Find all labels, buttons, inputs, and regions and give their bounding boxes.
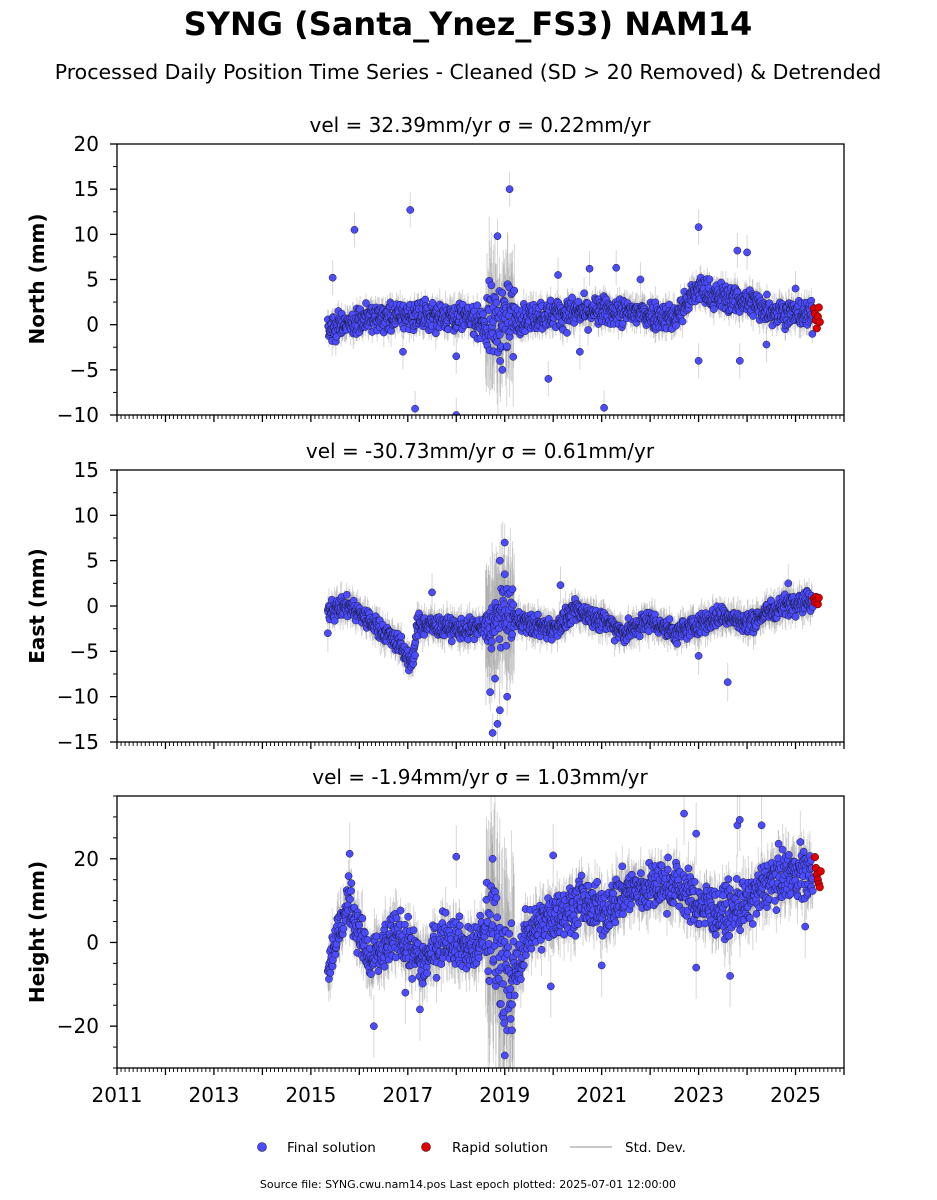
- north-panel-title: vel = 32.39mm/yr σ = 0.22mm/yr: [310, 113, 652, 137]
- final-point: [509, 600, 518, 609]
- final-point: [431, 329, 440, 338]
- final-point: [791, 284, 800, 293]
- ytick-label: 15: [74, 177, 99, 201]
- final-point: [554, 271, 562, 279]
- final-point: [487, 281, 496, 290]
- final-point: [534, 610, 542, 619]
- final-point: [612, 263, 621, 272]
- ytick-label: 15: [74, 458, 99, 482]
- final-point: [447, 637, 456, 646]
- final-point: [498, 289, 507, 297]
- final-point: [362, 299, 370, 307]
- final-point: [406, 206, 415, 214]
- final-point: [574, 297, 583, 306]
- final-point: [492, 298, 501, 307]
- final-point: [328, 273, 337, 282]
- final-point: [808, 330, 817, 338]
- final-point: [498, 365, 507, 374]
- chart-title: SYNG (Santa_Ynez_FS3) NAM14: [184, 5, 752, 43]
- north-ylabel: North (mm): [25, 213, 49, 344]
- final-point: [762, 340, 771, 349]
- ytick-label: 0: [86, 313, 99, 337]
- final-point: [411, 651, 419, 660]
- final-point: [493, 232, 502, 240]
- ytick-label: 20: [74, 132, 99, 156]
- final-point: [735, 356, 744, 365]
- final-point: [428, 298, 437, 307]
- final-points: [323, 538, 823, 737]
- final-point: [397, 632, 406, 641]
- final-point: [411, 404, 419, 413]
- ytick-label: 5: [86, 549, 99, 573]
- final-point: [678, 317, 687, 326]
- final-point: [421, 295, 430, 304]
- east-ytick-labels: −15 −10 −5 0 5 10 15: [57, 458, 99, 754]
- rapid-point: [814, 303, 823, 312]
- final-point: [502, 641, 511, 650]
- final-point: [350, 225, 359, 234]
- final-point: [508, 630, 516, 639]
- final-point: [710, 305, 718, 313]
- east-panel-title: vel = -30.73mm/yr σ = 0.61mm/yr: [306, 439, 655, 463]
- north-ytick-labels: −10 −5 0 5 10 15 20: [57, 132, 99, 427]
- final-point: [584, 326, 592, 334]
- final-point: [473, 301, 482, 310]
- chart-subtitle: Processed Daily Position Time Series - C…: [55, 60, 882, 84]
- final-point: [749, 312, 757, 320]
- ytick-label: 10: [74, 503, 99, 527]
- rapid-point: [815, 317, 824, 327]
- final-point: [763, 290, 771, 299]
- final-point: [503, 342, 511, 351]
- final-point: [636, 275, 645, 284]
- final-point: [694, 223, 703, 231]
- final-point: [487, 637, 496, 646]
- final-point: [580, 289, 588, 298]
- east-ylabel: East (mm): [25, 548, 49, 664]
- final-point: [694, 356, 703, 365]
- final-point: [576, 347, 584, 356]
- ytick-label: −10: [57, 685, 99, 709]
- final-point: [743, 248, 751, 257]
- final-point: [568, 293, 576, 302]
- final-point: [705, 275, 714, 284]
- ytick-label: −5: [70, 639, 99, 663]
- north-plot-area: [110, 143, 845, 422]
- final-point: [672, 321, 680, 330]
- final-point: [508, 585, 517, 594]
- final-point: [600, 403, 608, 412]
- ytick-label: 0: [86, 594, 99, 618]
- ytick-label: 5: [86, 268, 99, 292]
- final-points: [323, 185, 824, 415]
- final-point: [342, 590, 351, 599]
- east-plot-area: [110, 469, 845, 749]
- final-point: [733, 246, 742, 255]
- final-point: [452, 352, 461, 361]
- final-point: [585, 264, 594, 273]
- final-point: [505, 185, 514, 194]
- final-point: [487, 644, 496, 653]
- final-point: [496, 357, 504, 365]
- final-point: [495, 635, 504, 643]
- final-point: [509, 352, 518, 361]
- final-point: [563, 329, 571, 337]
- final-point: [510, 286, 519, 295]
- final-point: [399, 347, 407, 356]
- final-point: [618, 319, 627, 328]
- ytick-label: −15: [57, 730, 99, 754]
- ytick-label: −5: [70, 358, 99, 382]
- ytick-label: 10: [74, 222, 99, 246]
- final-point: [544, 375, 553, 383]
- ytick-label: −10: [57, 403, 99, 427]
- final-point: [495, 330, 504, 339]
- final-point: [546, 296, 555, 305]
